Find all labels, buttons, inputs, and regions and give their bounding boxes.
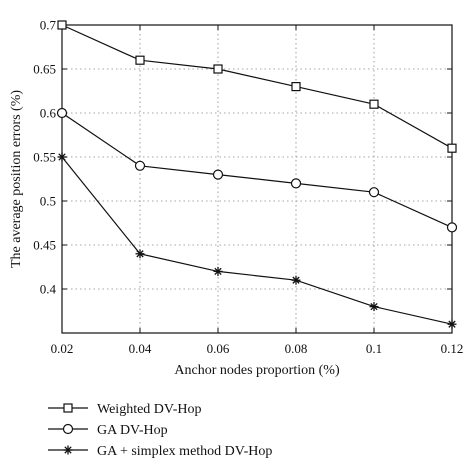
- series-2: [56, 107, 458, 233]
- series-3: [57, 152, 457, 329]
- circle-marker: [212, 169, 224, 180]
- star-marker: [447, 319, 457, 329]
- axis-ticks: 0.02 0.04 0.06 0.08 0.1 0.12 0.4 0.45 0.5 0.55 0.6…: [33, 18, 463, 357]
- legend-label: GA DV-Hop: [97, 423, 168, 438]
- star-stroke: [214, 267, 222, 276]
- square-marker: [63, 403, 73, 413]
- square-marker: [291, 81, 301, 92]
- star-stroke: [136, 250, 144, 258]
- y-axis-label: The average position errors (%): [9, 90, 24, 268]
- y-tick-label: 0.6: [40, 106, 57, 121]
- series-1: [57, 20, 457, 153]
- square-marker: [57, 20, 67, 30]
- star-marker: [57, 152, 67, 162]
- legend-label: GA + simplex method DV-Hop: [97, 444, 272, 459]
- x-tick-label: 0.06: [207, 341, 230, 356]
- star-stroke: [292, 276, 300, 284]
- square-marker: [213, 64, 223, 74]
- x-tick-label: 0.1: [366, 341, 382, 356]
- x-axis-label: Anchor nodes proportion (%): [174, 363, 340, 378]
- circle-marker: [368, 187, 380, 198]
- star-marker: [213, 266, 223, 276]
- star-marker: [63, 445, 73, 455]
- star-stroke: [448, 320, 456, 328]
- plot-frame: [61, 24, 453, 334]
- x-tick-label: 0.12: [441, 341, 464, 356]
- square-marker: [447, 143, 457, 153]
- y-tick-label: 0.45: [33, 238, 56, 253]
- y-tick-label: 0.5: [40, 194, 56, 209]
- legend: Weighted DV-Hop GA DV-Hop GA + simplex met…: [48, 402, 272, 459]
- series-line: [61, 112, 453, 228]
- circle-marker: [56, 107, 68, 119]
- y-tick-label: 0.4: [40, 282, 57, 297]
- square-marker: [135, 55, 145, 65]
- x-tick-label: 0.04: [129, 341, 152, 356]
- star-stroke: [58, 153, 66, 161]
- circle-marker: [134, 160, 146, 171]
- star-stroke: [64, 446, 72, 454]
- y-tick-label: 0.55: [33, 150, 56, 165]
- legend-item: GA DV-Hop: [48, 423, 168, 438]
- square-marker: [369, 99, 379, 109]
- star-marker: [291, 275, 301, 285]
- star-marker: [369, 302, 379, 312]
- x-tick-label: 0.08: [285, 341, 308, 356]
- y-tick-label: 0.7: [40, 18, 57, 33]
- circle-marker: [62, 423, 74, 435]
- star-marker: [135, 249, 145, 259]
- series-layer: [56, 20, 458, 329]
- star-stroke: [370, 302, 378, 311]
- y-tick-label: 0.65: [33, 62, 56, 77]
- x-tick-label: 0.02: [51, 341, 74, 356]
- legend-item: GA + simplex method DV-Hop: [48, 444, 272, 459]
- series-line: [61, 156, 453, 325]
- circle-marker: [446, 222, 458, 233]
- legend-label: Weighted DV-Hop: [97, 402, 202, 417]
- circle-marker: [290, 178, 302, 189]
- legend-item: Weighted DV-Hop: [48, 402, 202, 417]
- series-line: [61, 24, 453, 149]
